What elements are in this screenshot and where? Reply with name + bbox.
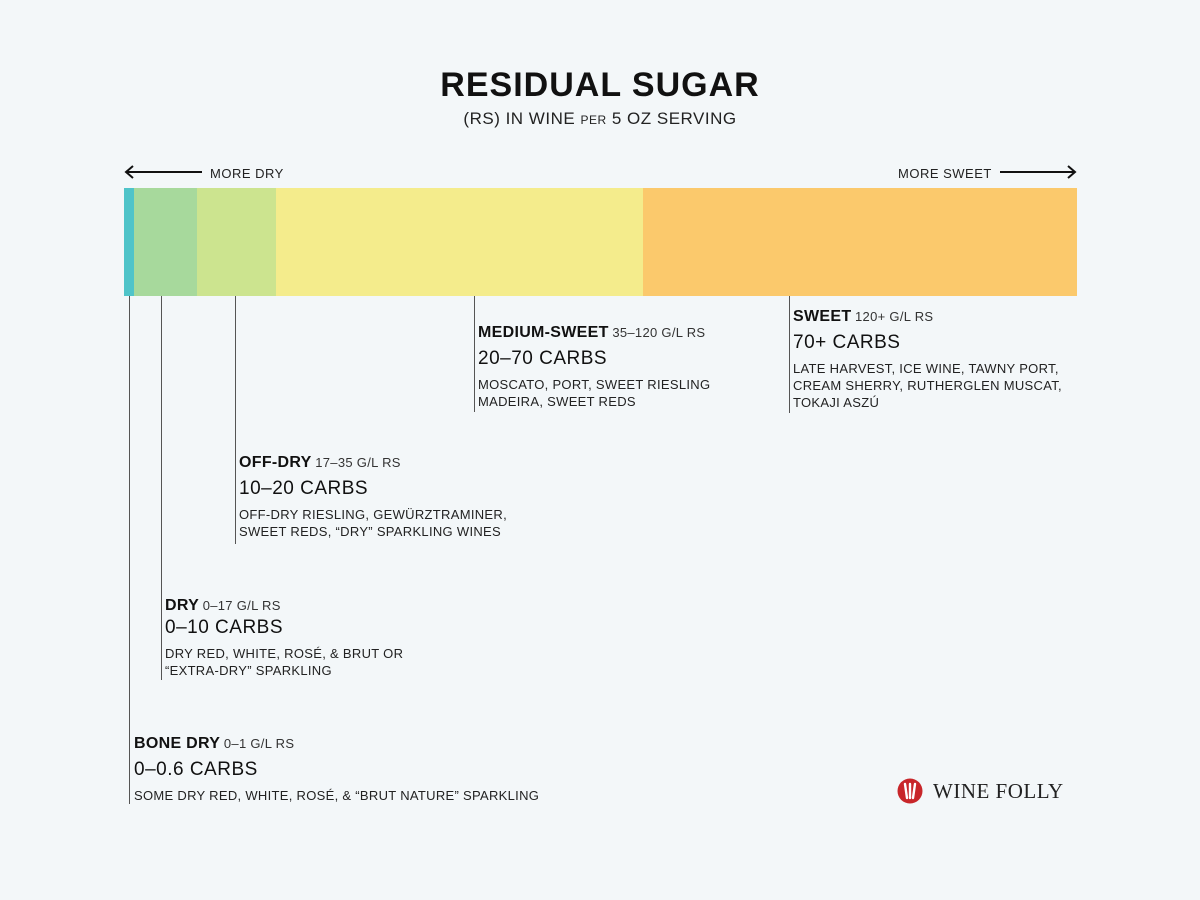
category-range: 17–35 G/L RS — [315, 455, 401, 470]
category-sweet: SWEET 120+ G/L RS 70+ CARBS LATE HARVEST… — [793, 308, 1062, 411]
category-wines: MOSCATO, PORT, SWEET RIESLING MADEIRA, S… — [478, 376, 710, 410]
subtitle-part3: 5 OZ SERVING — [611, 109, 737, 128]
category-name: DRY — [165, 597, 200, 614]
category-carbs: 20–70 CARBS — [478, 348, 608, 369]
category-wines: OFF-DRY RIESLING, GEWÜRZTRAMINER, SWEET … — [239, 506, 507, 540]
wine-folly-logo: WINE FOLLY — [897, 778, 1064, 804]
more-sweet-label: MORE SWEET — [898, 166, 992, 181]
category-wines: SOME DRY RED, WHITE, ROSÉ, & “BRUT NATUR… — [134, 787, 539, 804]
wine-line: CREAM SHERRY, RUTHERGLEN MUSCAT, — [793, 378, 1062, 393]
category-carbs: 0–10 CARBS — [165, 617, 284, 638]
leader-line-bone-dry — [129, 296, 130, 804]
category-wines: LATE HARVEST, ICE WINE, TAWNY PORT, CREA… — [793, 360, 1062, 411]
sugar-scale-bar — [124, 188, 1077, 296]
more-dry-label: MORE DRY — [210, 166, 284, 181]
category-carbs: 0–0.6 CARBS — [134, 759, 258, 780]
chart-title: RESIDUAL SUGAR — [440, 66, 760, 104]
wine-line: OFF-DRY RIESLING, GEWÜRZTRAMINER, — [239, 507, 507, 522]
category-wines: DRY RED, WHITE, ROSÉ, & BRUT OR “EXTRA-D… — [165, 645, 403, 679]
bar-segment-sweet — [643, 188, 1077, 296]
category-carbs: 10–20 CARBS — [239, 478, 369, 499]
category-dry: DRY 0–17 G/L RS 0–10 CARBS DRY RED, WHIT… — [165, 597, 403, 679]
leader-line-off-dry — [235, 296, 236, 544]
category-off-dry: OFF-DRY 17–35 G/L RS 10–20 CARBS OFF-DRY… — [239, 454, 507, 540]
wine-line: “EXTRA-DRY” SPARKLING — [165, 663, 332, 678]
category-range: 120+ G/L RS — [855, 309, 934, 324]
category-range: 35–120 G/L RS — [612, 325, 706, 340]
wine-line: SWEET REDS, “DRY” SPARKLING WINES — [239, 524, 501, 539]
category-name: MEDIUM-SWEET — [478, 324, 609, 341]
category-bone-dry: BONE DRY 0–1 G/L RS 0–0.6 CARBS SOME DRY… — [134, 735, 539, 804]
category-range: 0–1 G/L RS — [223, 736, 295, 751]
wine-line: TOKAJI ASZÚ — [793, 395, 880, 410]
left-arrow-icon — [124, 165, 202, 179]
category-name: OFF-DRY — [239, 454, 312, 471]
subtitle-part2: PER — [580, 113, 607, 127]
wine-line: LATE HARVEST, ICE WINE, TAWNY PORT, — [793, 361, 1059, 376]
category-medium-sweet: MEDIUM-SWEET 35–120 G/L RS 20–70 CARBS M… — [478, 324, 710, 410]
bar-segment-dry — [134, 188, 198, 296]
leader-line-medium-sweet — [474, 296, 475, 412]
brand-name: WINE FOLLY — [933, 778, 1064, 803]
leader-line-sweet — [789, 296, 790, 413]
category-carbs: 70+ CARBS — [793, 332, 901, 353]
category-name: BONE DRY — [134, 735, 221, 752]
right-arrow-icon — [1000, 165, 1077, 179]
wine-line: MADEIRA, SWEET REDS — [478, 394, 636, 409]
leader-line-dry — [161, 296, 162, 680]
wine-folly-logo-icon — [897, 778, 923, 804]
bar-segment-off-dry — [197, 188, 276, 296]
wine-line: MOSCATO, PORT, SWEET RIESLING — [478, 377, 711, 392]
category-range: 0–17 G/L RS — [202, 598, 281, 613]
wine-line: SOME DRY RED, WHITE, ROSÉ, & “BRUT NATUR… — [134, 788, 540, 803]
bar-segment-bone-dry — [124, 188, 135, 296]
subtitle-part1: (RS) IN WINE — [463, 109, 576, 128]
category-name: SWEET — [793, 308, 852, 325]
wine-line: DRY RED, WHITE, ROSÉ, & BRUT OR — [165, 646, 404, 661]
bar-segment-medium-sweet — [275, 188, 644, 296]
chart-subtitle: (RS) IN WINE PER 5 OZ SERVING — [0, 109, 1200, 129]
